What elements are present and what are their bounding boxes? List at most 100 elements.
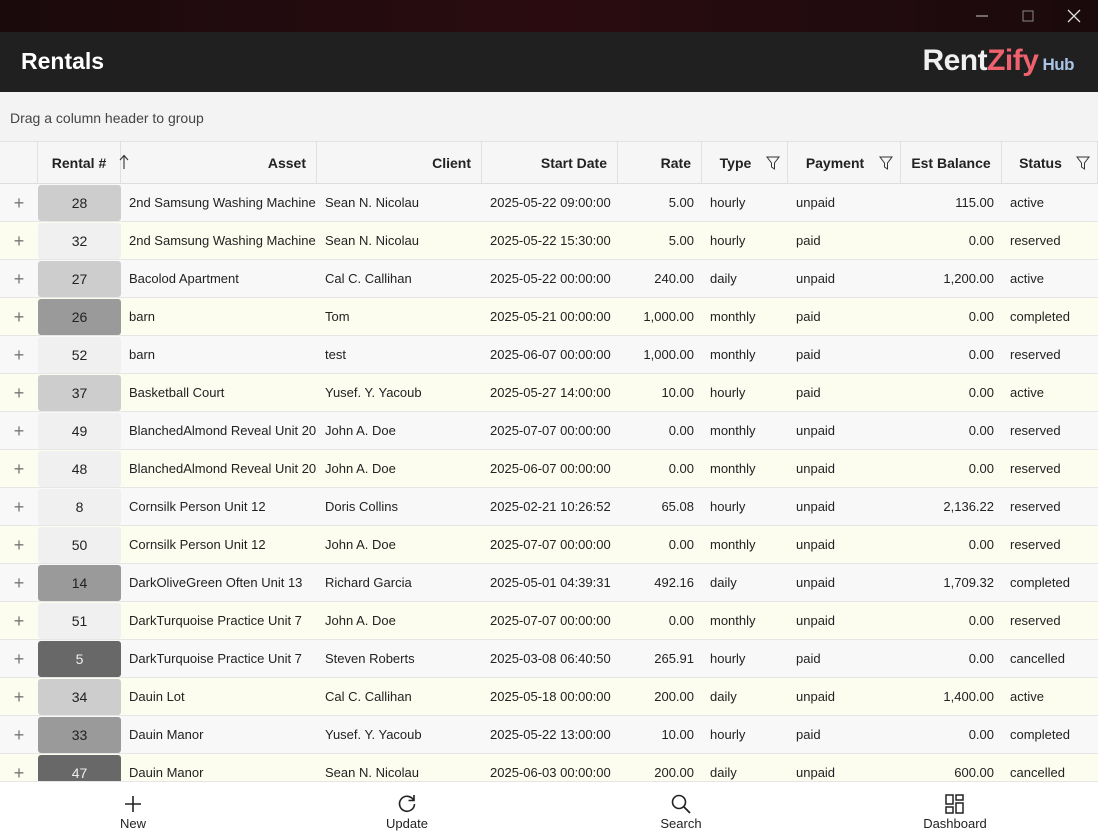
table-cell: 0.00: [968, 347, 994, 362]
table-row[interactable]: +14 DarkOliveGreen Often Unit 13 Richard G…: [0, 564, 1098, 602]
table-row[interactable]: +52 barn test 2025-06-07 00:00:00 1,000.00 mo…: [0, 336, 1098, 374]
expand-button[interactable]: +: [13, 687, 25, 707]
column-header[interactable]: Rate: [618, 142, 702, 184]
logo-text: Hub: [1042, 55, 1074, 74]
expand-button[interactable]: +: [13, 193, 25, 213]
expand-button[interactable]: +: [13, 763, 25, 781]
table-row[interactable]: +51 DarkTurquoise Practice Unit 7 John A. …: [0, 602, 1098, 640]
table-cell: reserved: [1010, 499, 1061, 514]
table-cell: 115.00: [955, 195, 994, 210]
table-cell: unpaid: [796, 613, 836, 628]
table-cell: daily: [710, 689, 737, 704]
search-button[interactable]: Search: [621, 790, 741, 831]
expand-button[interactable]: +: [13, 269, 25, 289]
table-cell: 2025-03-08 06:40:50: [490, 651, 611, 666]
table-cell: DarkTurquoise Practice Unit 7: [129, 613, 302, 628]
table-cell: hourly: [710, 499, 746, 514]
table-cell: Cal C. Callihan: [325, 689, 412, 704]
expand-button[interactable]: +: [13, 459, 25, 479]
rental-id-cell: 27: [38, 261, 121, 297]
column-header[interactable]: Client: [317, 142, 482, 184]
page-title: Rentals: [21, 48, 105, 74]
table-cell: paid: [796, 385, 821, 400]
table-row[interactable]: +49 BlanchedAlmond Reveal Unit 20 John A. …: [0, 412, 1098, 450]
expand-button[interactable]: +: [13, 497, 25, 517]
table-row[interactable]: +48 BlanchedAlmond Reveal Unit 20 John A. …: [0, 450, 1098, 488]
table-cell: 0.00: [968, 309, 994, 324]
table-row[interactable]: +5 DarkTurquoise Practice Unit 7 Steven Ro…: [0, 640, 1098, 678]
table-cell: 2025-07-07 00:00:00: [490, 537, 611, 552]
dashboard-icon: [945, 794, 964, 814]
expand-button[interactable]: +: [13, 573, 25, 593]
filter-icon[interactable]: [879, 156, 893, 170]
button-label: New: [119, 816, 146, 831]
filter-icon[interactable]: [766, 156, 780, 170]
table-cell: 65.08: [661, 499, 694, 514]
column-header[interactable]: Type: [702, 142, 788, 184]
rental-id-cell: 33: [38, 717, 121, 753]
new-button[interactable]: New: [73, 790, 193, 831]
table-cell: monthly: [710, 613, 756, 628]
expand-button[interactable]: +: [13, 535, 25, 555]
table-cell: hourly: [710, 195, 746, 210]
toolbar: [0, 781, 1098, 840]
table-cell: Yusef. Y. Yacoub: [325, 727, 422, 742]
table-cell: 2025-05-21 00:00:00: [490, 309, 611, 324]
table-row[interactable]: +34 Dauin Lot Cal C. Callihan 2025-05-18 00…: [0, 678, 1098, 716]
table-cell: 2025-07-07 00:00:00: [490, 613, 611, 628]
minimize-button[interactable]: [972, 8, 992, 24]
expand-button[interactable]: +: [13, 725, 25, 745]
table-row[interactable]: +33 Dauin Manor Yusef. Y. Yacoub 2025-05-22…: [0, 716, 1098, 754]
table-cell: 5.00: [668, 195, 694, 210]
dashboard-button[interactable]: Dashboard: [895, 790, 1015, 831]
table-cell: hourly: [710, 233, 746, 248]
column-header[interactable]: Payment: [788, 142, 901, 184]
column-header[interactable]: Start Date: [482, 142, 618, 184]
table-cell: unpaid: [796, 461, 836, 476]
data-grid: +28 2nd Samsung Washing Machine Sean N. Ni…: [0, 184, 1098, 781]
table-cell: John A. Doe: [325, 461, 396, 476]
table-cell: 2025-05-22 09:00:00: [490, 195, 611, 210]
expand-button[interactable]: +: [13, 611, 25, 631]
column-header[interactable]: Asset: [121, 142, 317, 184]
table-cell: reserved: [1010, 233, 1061, 248]
table-cell: Sean N. Nicolau: [325, 233, 419, 248]
group-panel-hint: Drag a column header to group: [10, 110, 204, 126]
app-bar: [0, 32, 1098, 92]
table-cell: monthly: [710, 461, 756, 476]
filter-icon[interactable]: [1076, 156, 1090, 170]
expand-button[interactable]: +: [13, 231, 25, 251]
table-row[interactable]: +47 Dauin Manor Sean N. Nicolau 2025-06-03 …: [0, 754, 1098, 781]
table-row[interactable]: +27 Bacolod Apartment Cal C. Callihan 2025-…: [0, 260, 1098, 298]
table-row[interactable]: +8 Cornsilk Person Unit 12 Doris Collins 20…: [0, 488, 1098, 526]
table-cell: cancelled: [1010, 765, 1065, 780]
expand-button[interactable]: +: [13, 345, 25, 365]
expand-button[interactable]: +: [13, 421, 25, 441]
table-row[interactable]: +32 2nd Samsung Washing Machine Sean N. Ni…: [0, 222, 1098, 260]
table-cell: 1,000.00: [643, 309, 694, 324]
table-row[interactable]: +37 Basketball Court Yusef. Y. Yacoub 2025-…: [0, 374, 1098, 412]
table-cell: Dauin Manor: [129, 727, 204, 742]
maximize-button[interactable]: [1018, 8, 1038, 24]
update-button[interactable]: Update: [347, 790, 467, 831]
title-bar: [0, 0, 1098, 32]
expand-button[interactable]: +: [13, 649, 25, 669]
table-row[interactable]: +50 Cornsilk Person Unit 12 John A. Doe 202…: [0, 526, 1098, 564]
group-panel[interactable]: [0, 92, 1098, 142]
table-cell: barn: [129, 309, 156, 324]
table-cell: active: [1010, 689, 1044, 704]
table-cell: reserved: [1010, 347, 1061, 362]
column-header[interactable]: Est Balance: [901, 142, 1002, 184]
expand-button[interactable]: +: [13, 383, 25, 403]
table-row[interactable]: +26 barn Tom 2025-05-21 00:00:00 1,000.00 mon…: [0, 298, 1098, 336]
table-row[interactable]: +28 2nd Samsung Washing Machine Sean N. Ni…: [0, 184, 1098, 222]
table-cell: paid: [796, 309, 821, 324]
logo-text: Zify: [987, 44, 1039, 77]
close-button[interactable]: [1064, 8, 1084, 24]
table-cell: Cal C. Callihan: [325, 271, 412, 286]
column-header[interactable]: Rental #: [38, 142, 121, 184]
expand-button[interactable]: +: [13, 307, 25, 327]
table-cell: daily: [710, 271, 737, 286]
table-cell: Dauin Manor: [129, 765, 204, 780]
